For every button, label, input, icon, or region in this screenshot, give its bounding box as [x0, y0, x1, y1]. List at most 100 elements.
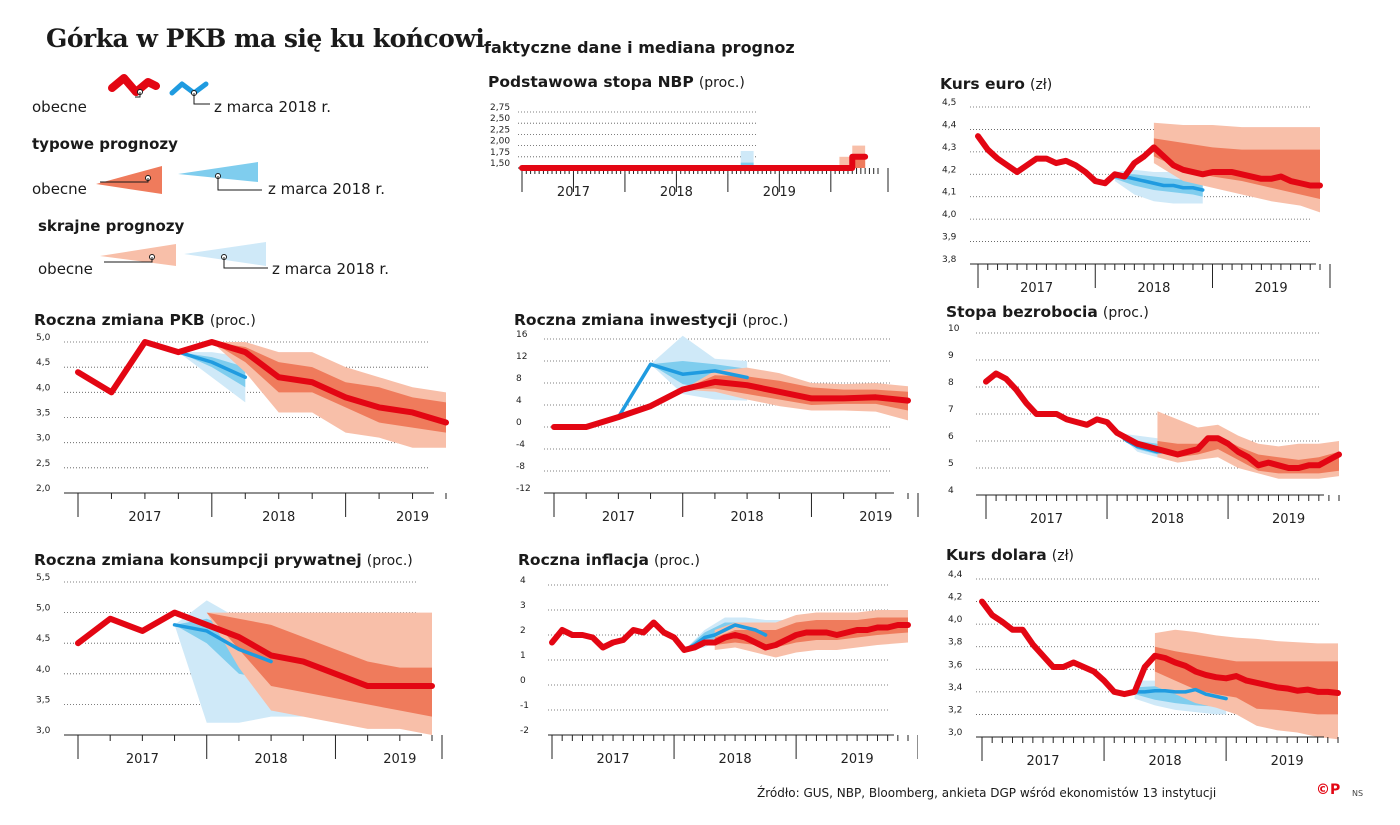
y-tick-label: 4,5 — [942, 98, 956, 108]
x-tick-label: 2017 — [602, 510, 635, 525]
chart-unit: (proc.) — [698, 75, 745, 91]
publisher-logo: ©P — [1316, 782, 1341, 798]
y-tick-label: -1 — [520, 701, 529, 711]
y-tick-label: 4 — [516, 396, 522, 406]
y-tick-label: -12 — [516, 484, 531, 494]
chart-title-text: Podstawowa stopa NBP — [488, 73, 694, 91]
legend: obecne z marca 2018 r. typowe prognozy o… — [0, 0, 480, 290]
y-tick-label: 3,0 — [36, 434, 51, 444]
band-typical-current — [1153, 138, 1320, 199]
y-tick-label: 4,2 — [942, 165, 956, 175]
y-tick-label: 3,8 — [948, 638, 963, 648]
y-tick-label: 7 — [948, 405, 954, 415]
chart-title: Roczna zmiana konsumpcji prywatnej (proc… — [34, 550, 413, 569]
y-tick-label: 3,2 — [948, 705, 962, 715]
chart-plot: 1,501,752,00 2,252,502,75 2017 2018 2019 — [490, 103, 889, 200]
y-tick-label: 4,4 — [948, 570, 963, 580]
y-tick-label: 0 — [516, 418, 522, 428]
chart-unit: (proc.) — [654, 553, 701, 569]
legend-extreme-march-pointer — [223, 257, 268, 269]
x-tick-label: 2019 — [763, 185, 796, 200]
chart-title-text: Roczna zmiana PKB — [34, 311, 205, 329]
y-tick-label: 16 — [516, 330, 528, 340]
y-tick-label: 10 — [948, 324, 960, 334]
x-tick-label: 2018 — [1149, 754, 1182, 769]
series-line-current — [75, 609, 435, 690]
x-tick-label: 2019 — [1271, 754, 1304, 769]
legend-extreme-march-wedge — [184, 242, 266, 266]
chart-unit: (proc.) — [366, 553, 413, 569]
y-tick-label: 3,5 — [36, 695, 50, 705]
y-tick-label: 4 — [520, 576, 526, 586]
chart-title: Roczna zmiana inwestycji (proc.) — [514, 310, 788, 329]
y-tick-label: 6 — [948, 432, 954, 442]
y-tick-label: 4,0 — [942, 210, 957, 220]
chart-title-text: Kurs dolara — [946, 546, 1047, 564]
y-tick-label: 5,0 — [36, 333, 51, 343]
x-tick-label: 2017 — [1030, 512, 1063, 527]
chart-unemployment: Stopa bezrobocia (proc.) 4 5 6 7 8 9 10 2017 201… — [946, 302, 1346, 534]
legend-current-label: obecne — [32, 98, 87, 116]
y-tick-label: 5 — [948, 459, 954, 469]
x-tick-label: 2018 — [731, 510, 764, 525]
author-initials: NS — [1352, 789, 1364, 798]
x-tick-label: 2017 — [126, 752, 159, 767]
x-tick-label: 2017 — [557, 185, 590, 200]
legend-march-label: z marca 2018 r. — [214, 98, 331, 116]
y-tick-label: 3,8 — [942, 255, 957, 265]
y-tick-label: 2,25 — [490, 125, 510, 135]
y-tick-label: 2,0 — [36, 484, 51, 494]
y-tick-label: 4,0 — [36, 383, 51, 393]
chart-title-text: Kurs euro — [940, 75, 1025, 93]
series-line-march — [1113, 174, 1205, 192]
series-line-current — [549, 619, 911, 653]
y-tick-label: 4,3 — [942, 143, 956, 153]
y-tick-label: 8 — [516, 374, 522, 384]
y-tick-label: 3,0 — [36, 726, 51, 736]
page-title: Górka w PKB ma się ku końcowi — [46, 24, 485, 53]
x-tick-label: 2018 — [1137, 281, 1170, 296]
chart-unit: (proc.) — [1102, 305, 1149, 321]
y-tick-label: 5,0 — [36, 604, 51, 614]
y-tick-label: 5,5 — [36, 573, 50, 583]
y-tick-label: 2,75 — [490, 103, 510, 113]
chart-title: Roczna inflacja (proc.) — [518, 550, 700, 569]
chart-plot: 3,8 3,9 4,0 4,1 4,2 4,3 4,4 4,5 2017 2018 2019 — [942, 98, 1331, 296]
legend-typical-march-wedge — [178, 162, 258, 182]
legend-swatches — [96, 74, 268, 269]
x-tick-label: 2017 — [128, 510, 161, 525]
y-tick-label: 3,4 — [948, 683, 963, 693]
series-line-march — [1132, 687, 1228, 701]
x-tick-label: 2017 — [596, 752, 629, 767]
legend-extreme-current-pointer — [104, 257, 153, 263]
series-line-march — [176, 350, 248, 379]
chart-title-text: Roczna zmiana inwestycji — [514, 311, 738, 329]
y-tick-label: 3,9 — [942, 233, 957, 243]
series-line-current — [979, 598, 1341, 698]
x-tick-label: 2019 — [383, 752, 416, 767]
x-tick-label: 2018 — [719, 752, 752, 767]
legend-typical-current-pointer — [100, 178, 149, 183]
y-tick-label: 4,0 — [36, 665, 51, 675]
series-line-current — [983, 370, 1342, 471]
y-tick-label: -8 — [516, 462, 525, 472]
y-tick-label: 2,5 — [36, 459, 50, 469]
page-subtitle: faktyczne dane i mediana prognoz — [484, 38, 795, 57]
y-tick-label: 4,1 — [942, 188, 956, 198]
y-tick-label: 4,5 — [36, 634, 50, 644]
chart-title: Roczna zmiana PKB (proc.) — [34, 310, 256, 329]
legend-extreme-march-label: z marca 2018 r. — [272, 260, 389, 278]
x-tick-label: 2017 — [1020, 281, 1053, 296]
y-tick-label: 1,75 — [490, 148, 510, 158]
chart-title-text: Roczna zmiana konsumpcji prywatnej — [34, 551, 362, 569]
chart-plot: 4 5 6 7 8 9 10 2017 2018 2019 — [948, 324, 1342, 527]
x-tick-label: 2018 — [255, 752, 288, 767]
legend-typical-current-wedge — [96, 166, 162, 194]
y-tick-label: 1 — [520, 651, 526, 661]
y-tick-label: 4,0 — [948, 615, 963, 625]
legend-extreme-heading: skrajne prognozy — [38, 217, 185, 235]
y-tick-label: 2 — [520, 626, 526, 636]
chart-euro-rate: Kurs euro (zł) 3,8 3,9 4,0 4,1 4,2 4,3 4,4 4,5 2… — [940, 74, 1340, 304]
y-tick-label: 3,0 — [948, 728, 963, 738]
y-tick-label: 2,50 — [490, 114, 510, 124]
